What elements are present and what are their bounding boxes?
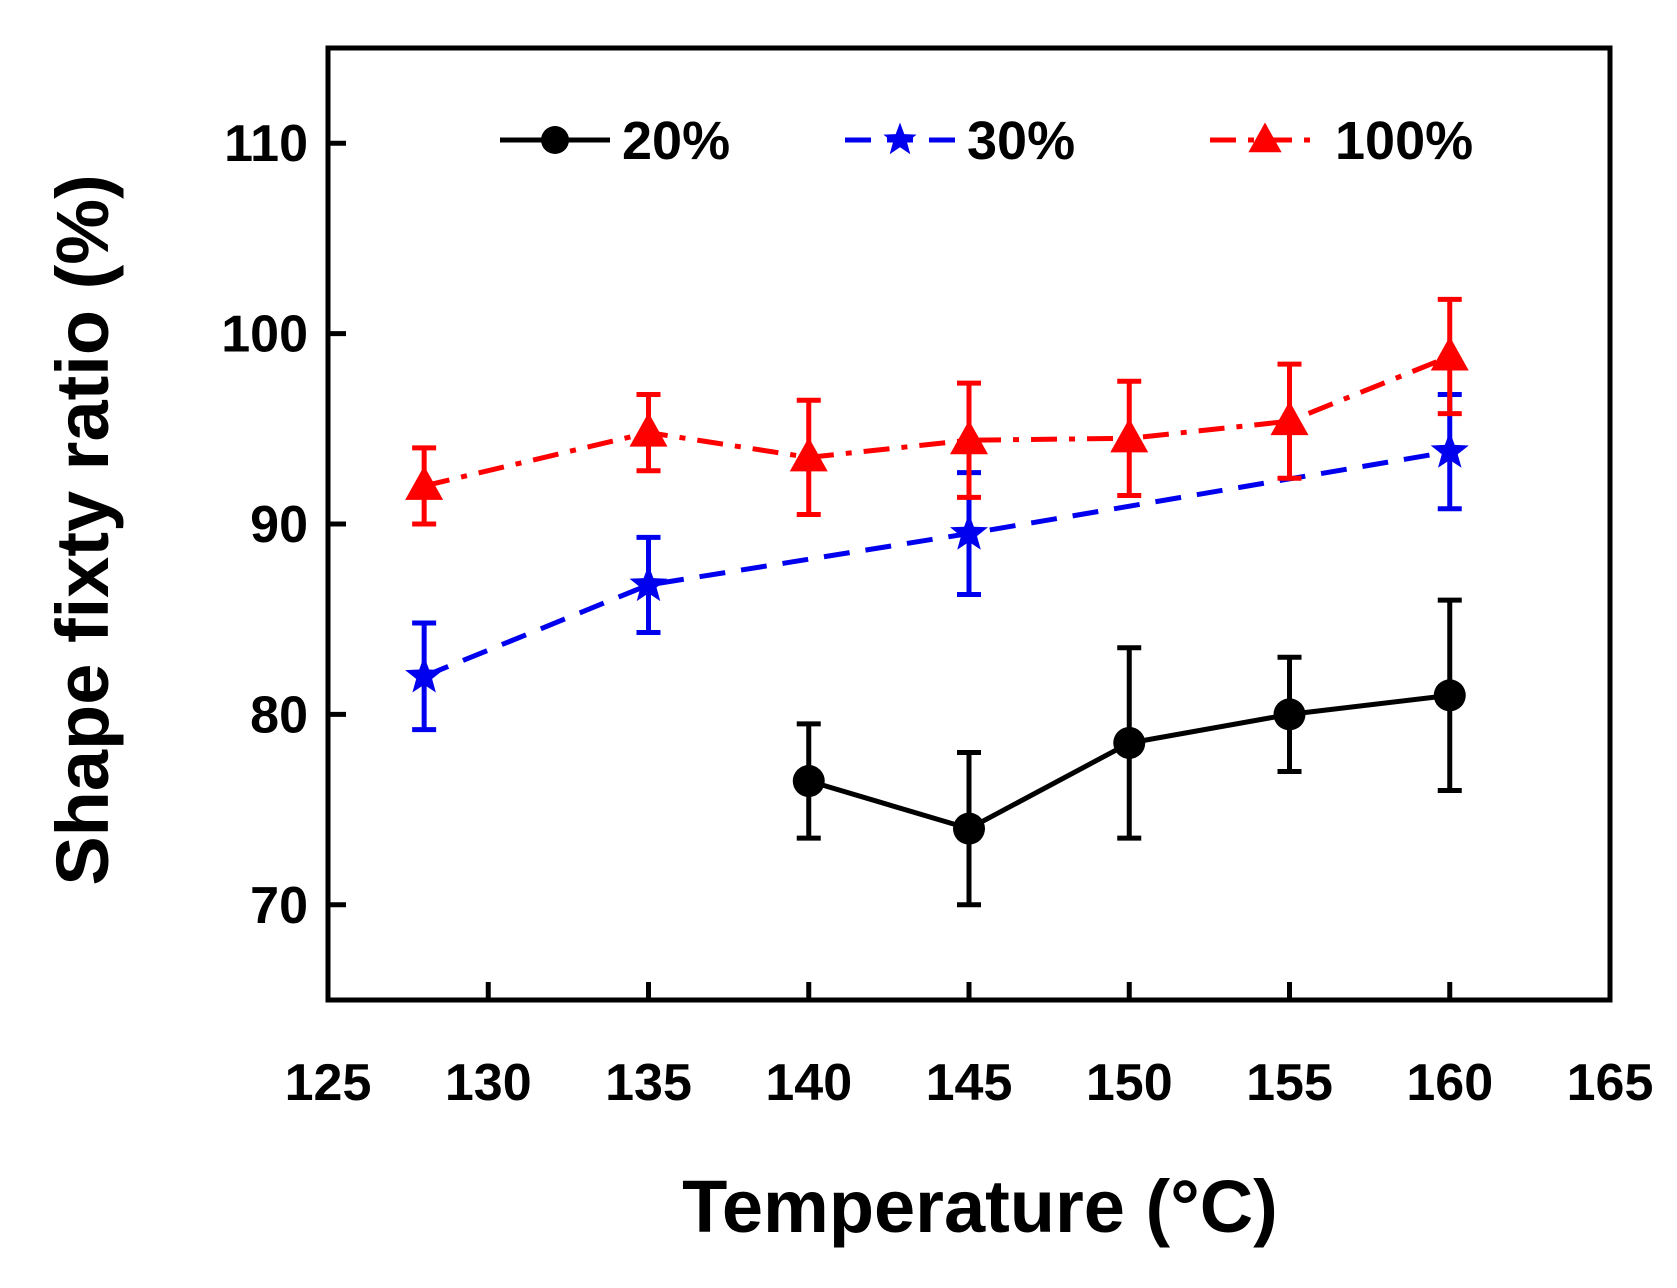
x-tick-label-130: 130 [445, 1054, 532, 1112]
x-axis-title: Temperature (°C) [682, 1165, 1278, 1248]
data-point-100pct-160 [1430, 336, 1469, 371]
legend-label-30pct: 30% [967, 111, 1075, 171]
legend-label-100pct: 100% [1335, 111, 1473, 171]
plot-layer [405, 296, 1469, 908]
x-tick-label-145: 145 [926, 1054, 1013, 1112]
series-line-30pct [423, 449, 1451, 679]
legend-entry-20pct: 20% [500, 111, 730, 171]
y-tick-label-70: 70 [250, 877, 308, 935]
x-tick-label-140: 140 [765, 1054, 852, 1112]
data-point-100pct-150 [1110, 418, 1149, 453]
y-tick-label-110: 110 [224, 115, 308, 173]
legend-entry-30pct: 30% [845, 111, 1075, 171]
axis-layer: 125 130 135 140 145 150 155 160 165 70 80 90 100 110 [221, 45, 1654, 1112]
data-point-20pct-160 [1433, 679, 1466, 712]
legend-marker-100pct [1248, 122, 1282, 153]
x-tick-label-165: 165 [1567, 1054, 1654, 1112]
series-100pct [405, 296, 1469, 527]
y-tick-label-90: 90 [250, 496, 308, 554]
data-point-100pct-128 [405, 465, 444, 500]
series-20pct [792, 597, 1466, 908]
data-point-20pct-145 [953, 812, 985, 845]
y-tick-label-100: 100 [221, 306, 308, 364]
y-axis-title: Shape fixty ratio (%) [41, 174, 124, 885]
legend-entry-100pct: 100% [1210, 111, 1473, 171]
x-tick-label-155: 155 [1246, 1054, 1333, 1112]
data-point-100pct-135 [629, 412, 668, 447]
series-30pct [405, 392, 1469, 733]
data-point-100pct-140 [789, 437, 828, 472]
x-tick-label-135: 135 [605, 1054, 692, 1112]
legend-label-20pct: 20% [622, 111, 730, 171]
legend-marker-30pct [883, 122, 917, 155]
y-tick-label-80: 80 [250, 686, 308, 744]
data-point-30pct-160 [1430, 431, 1469, 468]
data-point-20pct-140 [792, 765, 825, 798]
axis-titles: Temperature (°C) Shape fixty ratio (%) [41, 174, 1278, 1248]
data-point-30pct-135 [629, 564, 668, 602]
x-tick-label-160: 160 [1406, 1054, 1493, 1112]
data-point-30pct-145 [950, 513, 988, 550]
data-point-20pct-155 [1273, 698, 1306, 731]
data-point-30pct-128 [405, 656, 444, 693]
data-point-100pct-155 [1270, 401, 1309, 436]
x-tick-label-125: 125 [285, 1054, 372, 1112]
legend-marker-20pct [541, 126, 569, 154]
legend: 20% 30% 100% [500, 111, 1473, 171]
x-tick-label-150: 150 [1086, 1054, 1173, 1112]
data-point-20pct-150 [1113, 726, 1146, 759]
data-point-100pct-145 [950, 420, 988, 455]
